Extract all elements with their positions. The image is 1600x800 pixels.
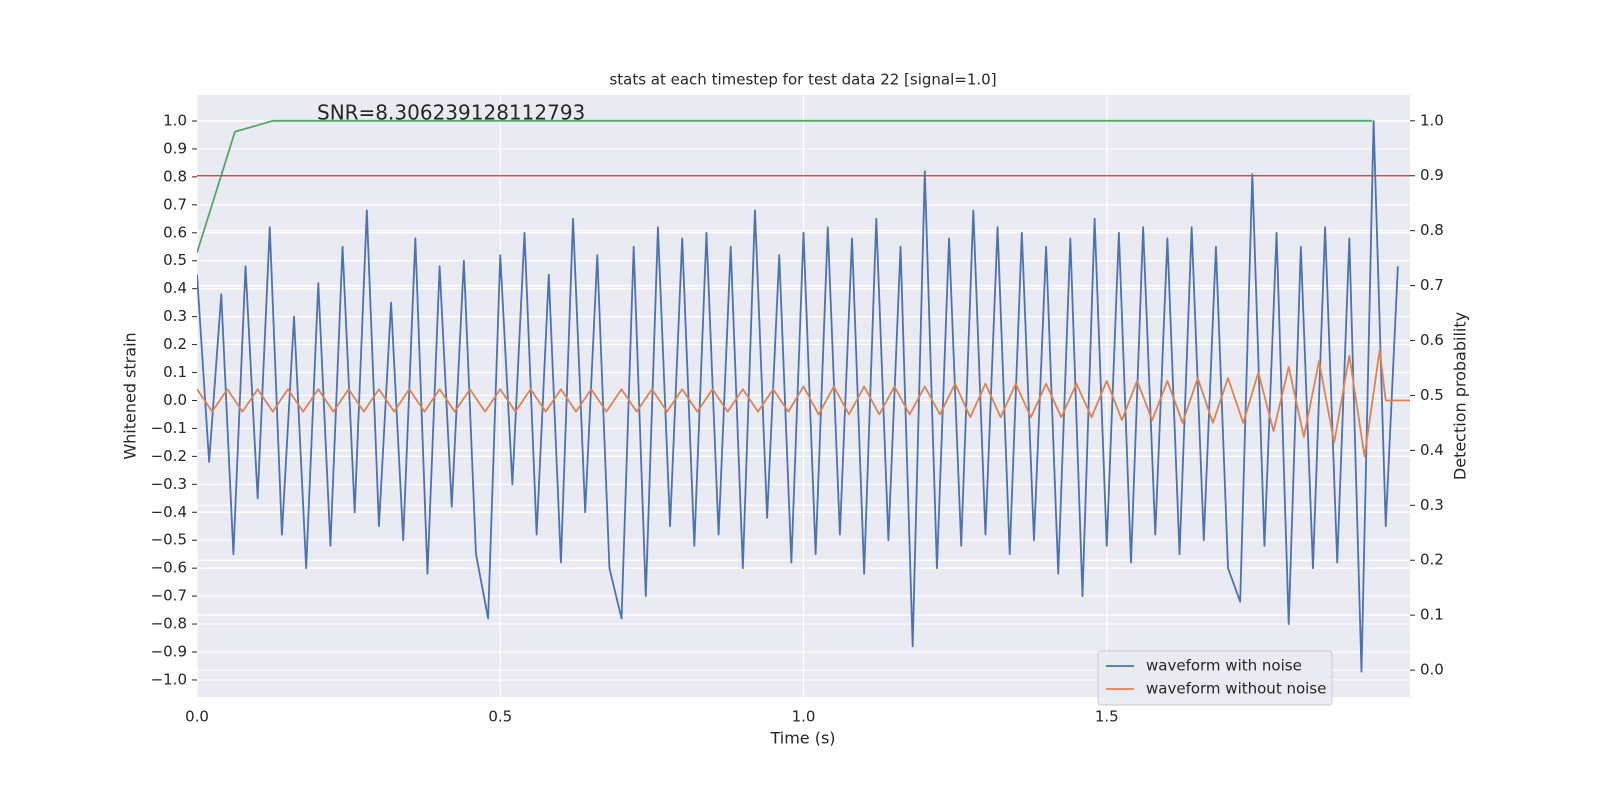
y2-tick-label: 0.0 [1420, 661, 1444, 679]
y-tick-label: −0.3 [151, 475, 187, 493]
series-line [197, 119, 1373, 253]
y-tick-label: −0.4 [151, 503, 187, 521]
y2-tick-label: 0.5 [1420, 386, 1444, 404]
y2-axis-label: Detection probability [1451, 312, 1470, 480]
y-tick-label: 0.1 [163, 363, 187, 381]
y-tick-label: −0.8 [151, 615, 187, 633]
y-tick-label: −1.0 [151, 670, 187, 688]
y2-tick-label: 0.3 [1420, 496, 1444, 514]
y2-tick-label: 0.1 [1420, 606, 1444, 624]
y-tick-label: 0.2 [163, 335, 187, 353]
chart-title: stats at each timestep for test data 22 … [609, 71, 996, 89]
y-tick-label: 0.9 [163, 139, 187, 157]
x-tick-label: 0.0 [185, 708, 209, 726]
y-tick-label: 0.0 [163, 391, 187, 409]
y-tick-label: 0.6 [163, 223, 187, 241]
y-tick-label: −0.6 [151, 559, 187, 577]
y2-tick-label: 0.2 [1420, 551, 1444, 569]
y2-tick-label: 0.7 [1420, 276, 1444, 294]
y-axis-label: Whitened strain [121, 332, 140, 459]
y-tick-label: 0.5 [163, 251, 187, 269]
legend-box [1097, 650, 1333, 706]
y2-tick-label: 0.4 [1420, 441, 1444, 459]
legend-label: waveform with noise [1146, 657, 1302, 675]
y-tick-label: −0.1 [151, 419, 187, 437]
x-axis-label: Time (s) [769, 729, 835, 748]
y2-tick-label: 1.0 [1420, 111, 1444, 129]
legend-label: waveform without noise [1146, 680, 1326, 698]
y-tick-label: 0.4 [163, 279, 187, 297]
y2-tick-label: 0.8 [1420, 221, 1444, 239]
y-tick-label: 0.8 [163, 167, 187, 185]
y-tick-label: 0.3 [163, 307, 187, 325]
y-tick-label: 1.0 [163, 111, 187, 129]
x-tick-label: 1.5 [1095, 708, 1119, 726]
y-tick-label: −0.9 [151, 643, 187, 661]
y-tick-label: −0.2 [151, 447, 187, 465]
y-tick-label: −0.7 [151, 587, 187, 605]
annotation: SNR=8.306239128112793 [317, 101, 585, 125]
y2-tick-label: 0.9 [1420, 166, 1444, 184]
y-tick-label: 0.7 [163, 195, 187, 213]
plot-layer [197, 119, 1410, 673]
x-tick-label: 1.0 [792, 708, 816, 726]
series-line [197, 349, 1410, 458]
y-tick-label: −0.5 [151, 531, 187, 549]
y2-tick-label: 0.6 [1420, 331, 1444, 349]
x-tick-label: 0.5 [488, 708, 512, 726]
